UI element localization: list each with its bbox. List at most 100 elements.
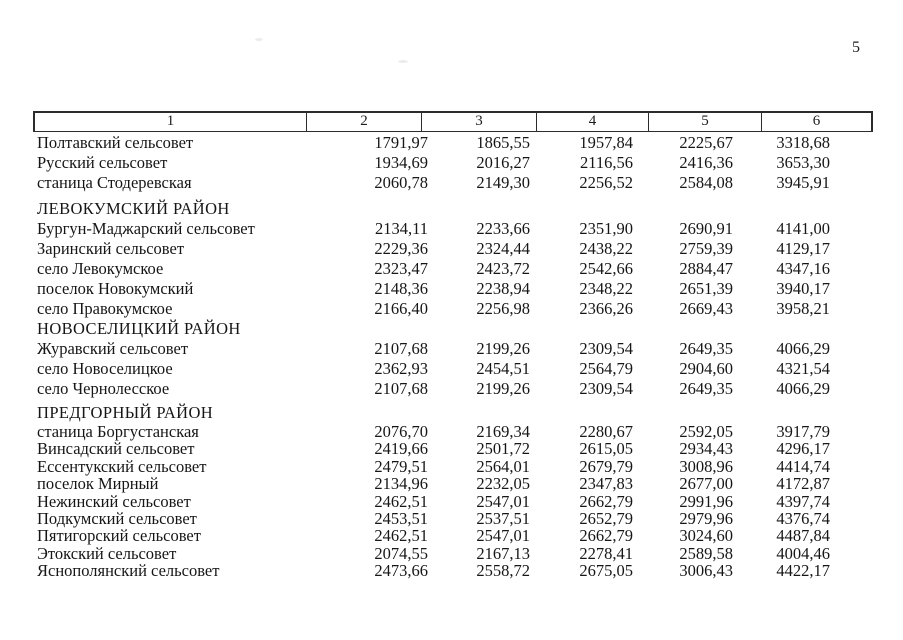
value-col-3: 2232,05 xyxy=(476,474,530,494)
section-title: ПРЕДГОРНЫЙ РАЙОН xyxy=(0,403,903,423)
table-header-cell-4: 4 xyxy=(536,113,648,131)
value-col-4: 2542,66 xyxy=(579,259,633,278)
value-col-5: 2416,36 xyxy=(679,153,733,172)
value-col-4: 2564,79 xyxy=(579,359,633,378)
value-col-6: 4141,00 xyxy=(776,219,830,238)
row-name: Пятигорский сельсовет xyxy=(37,526,201,546)
value-col-3: 1865,55 xyxy=(476,133,530,152)
table-row: Подкумский сельсовет 2453,51 2537,51 265… xyxy=(0,508,903,528)
value-col-4: 2256,52 xyxy=(579,173,633,192)
value-col-4: 2278,41 xyxy=(579,543,633,563)
value-col-4: 2347,83 xyxy=(579,474,633,494)
value-col-3: 2256,98 xyxy=(476,299,530,318)
value-col-6: 3958,21 xyxy=(776,299,830,318)
value-col-3: 2149,30 xyxy=(476,173,530,192)
row-name: Заринский сельсовет xyxy=(37,239,185,258)
table-row: село Новоселицкое 2362,93 2454,51 2564,7… xyxy=(0,359,903,379)
section-title: НОВОСЕЛИЦКИЙ РАЙОН xyxy=(0,319,903,339)
table-section: ПРЕДГОРНЫЙ РАЙОН станица Боргустанская 2… xyxy=(0,403,903,580)
table-header-cell-1: 1 xyxy=(166,113,175,129)
table-row: Заринский сельсовет 2229,36 2324,44 2438… xyxy=(0,239,903,259)
table-row: станица Стодеревская 2060,78 2149,30 225… xyxy=(0,173,903,193)
value-col-2: 2148,36 xyxy=(374,279,428,298)
value-col-5: 2979,96 xyxy=(679,508,733,528)
table-row: Винсадский сельсовет 2419,66 2501,72 261… xyxy=(0,439,903,459)
table-header-cell-6: 6 xyxy=(761,113,871,131)
table-section: ЛЕВОКУМСКИЙ РАЙОН Бургун-Маджарский сель… xyxy=(0,199,903,319)
value-col-2: 2362,93 xyxy=(374,359,428,378)
table-row: Бургун-Маджарский сельсовет 2134,11 2233… xyxy=(0,219,903,239)
value-col-4: 2309,54 xyxy=(579,379,633,398)
value-col-5: 2589,58 xyxy=(679,543,733,563)
scan-smudge xyxy=(255,38,263,41)
table-row: Этокский сельсовет 2074,55 2167,13 2278,… xyxy=(0,543,903,563)
value-col-5: 2934,43 xyxy=(679,439,733,459)
table-row: поселок Новокумский 2148,36 2238,94 2348… xyxy=(0,279,903,299)
table-header-row: 1 2 3 4 5 6 xyxy=(33,111,873,132)
row-name: село Новоселицкое xyxy=(37,359,173,378)
value-col-3: 2423,72 xyxy=(476,259,530,278)
row-name: Ессентукский сельсовет xyxy=(37,456,207,476)
value-col-2: 2074,55 xyxy=(374,543,428,563)
value-col-4: 2351,90 xyxy=(579,219,633,238)
value-col-4: 2116,56 xyxy=(579,153,633,172)
value-col-6: 4487,84 xyxy=(776,526,830,546)
section-title-text: НОВОСЕЛИЦКИЙ РАЙОН xyxy=(37,319,241,338)
row-name: село Левокумское xyxy=(37,259,164,278)
value-col-6: 4321,54 xyxy=(776,359,830,378)
value-col-5: 2669,43 xyxy=(679,299,733,318)
value-col-6: 3940,17 xyxy=(776,279,830,298)
table-header-cell-5: 5 xyxy=(648,113,761,131)
value-col-2: 2134,11 xyxy=(374,219,428,238)
value-col-2: 2462,51 xyxy=(374,526,428,546)
row-name: Русский сельсовет xyxy=(37,153,168,172)
row-name: село Правокумское xyxy=(37,299,173,318)
value-col-5: 3006,43 xyxy=(679,561,733,581)
value-col-6: 3653,30 xyxy=(776,153,830,172)
value-col-2: 2076,70 xyxy=(374,422,428,441)
value-col-3: 2238,94 xyxy=(476,279,530,298)
value-col-5: 2690,91 xyxy=(679,219,733,238)
table-body: Полтавский сельсовет 1791,97 1865,55 195… xyxy=(0,133,903,580)
value-col-4: 2662,79 xyxy=(579,526,633,546)
value-col-3: 2564,01 xyxy=(476,456,530,476)
value-col-5: 2884,47 xyxy=(679,259,733,278)
value-col-3: 2454,51 xyxy=(476,359,530,378)
table-header-cell-2: 2 xyxy=(306,113,421,131)
value-col-2: 2229,36 xyxy=(374,239,428,258)
value-col-3: 2016,27 xyxy=(476,153,530,172)
value-col-5: 2904,60 xyxy=(679,359,733,378)
value-col-3: 2501,72 xyxy=(476,439,530,459)
value-col-6: 4129,17 xyxy=(776,239,830,258)
table-row: Полтавский сельсовет 1791,97 1865,55 195… xyxy=(0,133,903,153)
value-col-5: 2649,35 xyxy=(679,339,733,358)
value-col-3: 2547,01 xyxy=(476,491,530,511)
value-col-6: 3945,91 xyxy=(776,173,830,192)
table-row: станица Боргустанская 2076,70 2169,34 22… xyxy=(0,422,903,441)
value-col-3: 2233,66 xyxy=(476,219,530,238)
value-col-2: 2134,96 xyxy=(374,474,428,494)
value-col-5: 2584,08 xyxy=(679,173,733,192)
value-col-5: 3008,96 xyxy=(679,456,733,476)
table-row: Русский сельсовет 1934,69 2016,27 2116,5… xyxy=(0,153,903,173)
value-col-3: 2199,26 xyxy=(476,379,530,398)
value-col-5: 2225,67 xyxy=(679,133,733,152)
row-name: поселок Новокумский xyxy=(37,279,194,298)
value-col-2: 2419,66 xyxy=(374,439,428,459)
value-col-6: 4397,74 xyxy=(776,491,830,511)
value-col-6: 3917,79 xyxy=(776,422,830,441)
table-row: Ессентукский сельсовет 2479,51 2564,01 2… xyxy=(0,456,903,476)
table-row: Нежинский сельсовет 2462,51 2547,01 2662… xyxy=(0,491,903,511)
value-col-6: 4296,17 xyxy=(776,439,830,459)
value-col-5: 2651,39 xyxy=(679,279,733,298)
value-col-6: 4172,87 xyxy=(776,474,830,494)
value-col-2: 2453,51 xyxy=(374,508,428,528)
value-col-2: 2323,47 xyxy=(374,259,428,278)
value-col-5: 2592,05 xyxy=(679,422,733,441)
value-col-3: 2558,72 xyxy=(476,561,530,581)
value-col-6: 4066,29 xyxy=(776,379,830,398)
value-col-4: 2679,79 xyxy=(579,456,633,476)
value-col-6: 4422,17 xyxy=(776,561,830,581)
row-name: Яснополянский сельсовет xyxy=(37,561,220,581)
value-col-6: 4066,29 xyxy=(776,339,830,358)
